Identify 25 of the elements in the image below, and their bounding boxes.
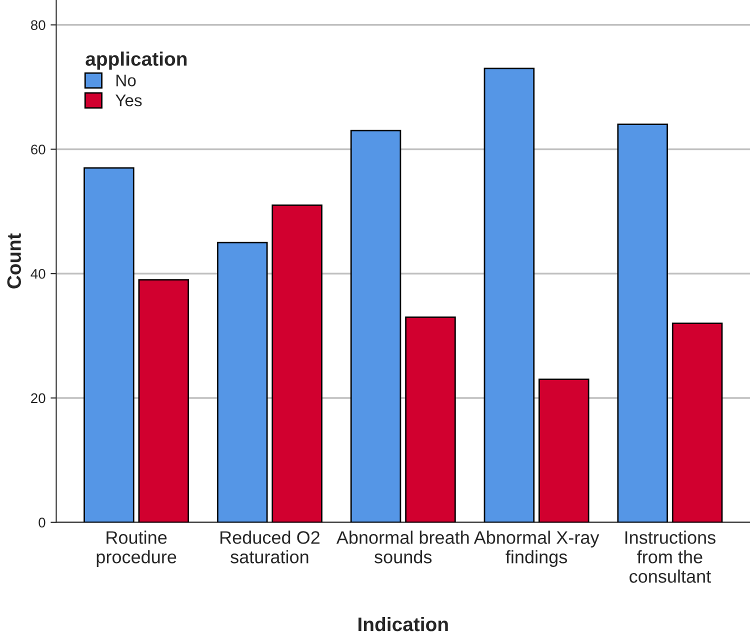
y-tick-label: 20 (31, 393, 46, 404)
y-tick-label: 0 (38, 518, 46, 528)
y-tick-label: 40 (30, 268, 46, 279)
y-tick-label: 60 (31, 144, 46, 154)
bar (350, 130, 402, 522)
x-tick-label: Abnormal X-ray findings (474, 530, 600, 567)
legend-title: application (86, 52, 187, 70)
x-tick-label: Reduced O2 saturation (220, 530, 320, 564)
y-axis-title: Count (7, 233, 21, 288)
bar (138, 279, 190, 522)
x-axis-title: Indication (358, 616, 448, 632)
y-tick-label: 80 (30, 20, 46, 30)
bar (405, 316, 456, 522)
x-tick-label: Routine procedure (96, 530, 176, 567)
bar (672, 322, 723, 522)
bar (538, 378, 590, 522)
bar (216, 242, 268, 522)
bar (484, 68, 535, 522)
bar (272, 204, 322, 522)
legend-label: Yes (115, 94, 142, 106)
x-tick-label: Abnormal breath sounds (336, 530, 469, 564)
bar (84, 167, 134, 522)
x-tick-label: Instructions from the consultant (625, 530, 716, 583)
legend-label: No (116, 74, 136, 86)
bar (617, 124, 668, 522)
